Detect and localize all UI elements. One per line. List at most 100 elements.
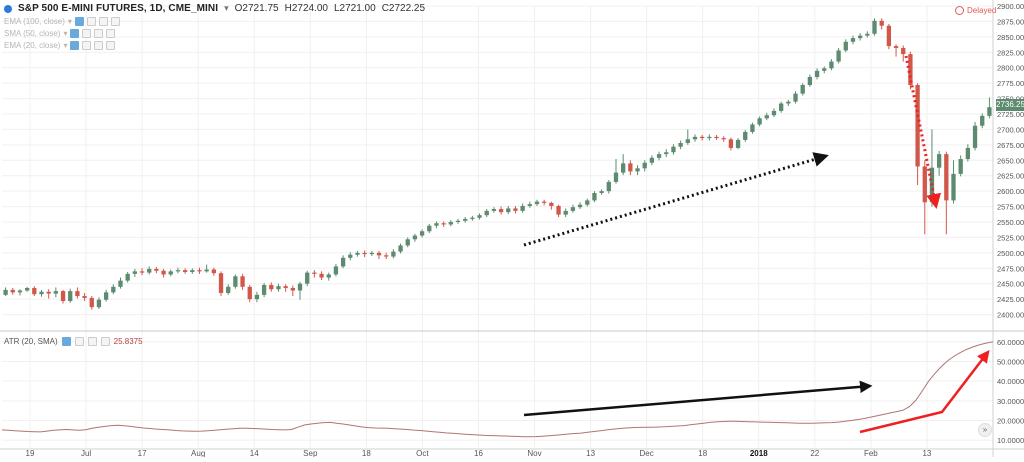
more-icon[interactable] [106,29,116,38]
candle-body [283,286,288,289]
candle-body [89,297,94,308]
more-icon[interactable] [106,41,116,50]
time-tick-label: Dec [640,449,654,457]
settings-icon[interactable] [82,41,92,50]
candle-body [348,254,353,258]
time-tick-label: 18 [698,449,707,457]
candle-body [735,139,741,148]
price-tick-label: 2575.00 [997,203,1024,212]
settings-icon[interactable] [82,29,92,38]
candle-body [82,296,87,298]
time-tick-label: 16 [474,449,483,457]
candle-body [240,276,245,287]
candle-body [17,290,23,293]
candle-body [369,252,374,255]
indicator-row[interactable]: EMA (100, close) ▾ [4,17,120,26]
candle-body [671,146,676,153]
candle-body [491,209,497,211]
candle-body [312,272,317,274]
chevron-down-icon[interactable]: ▾ [63,41,68,50]
settings-icon[interactable] [86,17,96,26]
candle-body [577,204,583,208]
price-tick-label: 2700.00 [997,125,1024,134]
visibility-icon[interactable] [70,29,80,38]
candle-body [384,255,389,257]
candle-body [893,46,899,48]
candle-body [599,191,604,193]
indicator-label[interactable]: EMA (20, close) [4,41,61,50]
candle-body [980,115,985,126]
symbol-title[interactable]: S&P 500 E-MINI FUTURES, 1D, CME_MINI [18,3,219,14]
candle-body [585,200,590,205]
chevron-down-icon[interactable]: ▾ [67,17,72,26]
candle-body [484,210,489,216]
candle-body [32,288,37,295]
candle-body [498,209,504,213]
atr-header[interactable]: ATR (20, SMA) 25.8375 [4,337,143,346]
price-tick-label: 2775.00 [997,79,1024,88]
candle-body [290,288,295,291]
candle-body [721,138,726,140]
price-tick-label: 2450.00 [997,280,1024,289]
candle-body [333,266,339,275]
atr-value: 25.8375 [113,337,143,346]
candle-body [513,208,518,211]
candle-body [362,252,367,255]
candle-body [936,154,942,168]
high-value: H2724.00 [284,3,328,14]
candle-body [886,25,892,47]
candle-body [678,143,683,147]
candle-body [965,147,971,160]
candle-body [398,245,403,252]
candle-body [218,273,224,293]
time-tick-label: Sep [303,449,318,457]
candle-body [53,291,59,294]
candle-body [915,84,920,167]
close-icon[interactable] [87,337,97,346]
settings-icon[interactable] [74,337,84,346]
more-icon[interactable] [110,17,120,26]
close-icon[interactable] [94,41,104,50]
candle-body [829,61,834,69]
atr-tick-label: 50.0000 [997,358,1024,367]
indicator-row[interactable]: EMA (20, close) ▾ [4,41,116,50]
time-tick-label: 17 [138,449,147,457]
indicator-row[interactable]: SMA (50, close) ▾ [4,29,116,38]
time-tick-label: 13 [922,449,931,457]
price-tick-label: 2825.00 [997,48,1024,57]
candle-body [326,274,331,278]
chevron-down-icon[interactable]: ▾ [63,29,68,38]
clock-icon [955,6,964,15]
more-icon[interactable] [100,337,110,346]
time-tick-label: Oct [416,449,429,457]
candle-body [24,288,30,291]
candle-body [506,208,511,213]
candle-body [750,124,755,132]
price-tick-label: 2525.00 [997,233,1024,242]
candle-body [642,162,647,169]
visibility-icon[interactable] [70,41,80,50]
atr-label[interactable]: ATR (20, SMA) [4,337,58,346]
chevron-down-icon[interactable]: ▾ [224,3,229,13]
candle-body [714,136,719,139]
candle-body [190,270,195,272]
candle-body [728,139,734,148]
close-icon[interactable] [94,29,104,38]
candle-body [182,270,188,272]
price-tick-label: 2475.00 [997,264,1024,273]
price-tick-label: 2850.00 [997,33,1024,42]
close-value: C2722.25 [381,3,426,14]
indicator-label[interactable]: SMA (50, close) [4,29,61,38]
visibility-icon[interactable] [61,337,71,346]
symbol-header: S&P 500 E-MINI FUTURES, 1D, CME_MINI ▾ O… [4,3,425,14]
candle-body [692,136,698,140]
time-tick-label: 14 [250,449,259,457]
indicator-label[interactable]: EMA (100, close) [4,17,65,26]
scroll-to-latest-icon[interactable]: » [978,423,992,437]
visibility-icon[interactable] [74,17,84,26]
close-icon[interactable] [98,17,108,26]
candle-body [793,93,798,102]
trend-arrow-red-dotted [904,55,942,209]
